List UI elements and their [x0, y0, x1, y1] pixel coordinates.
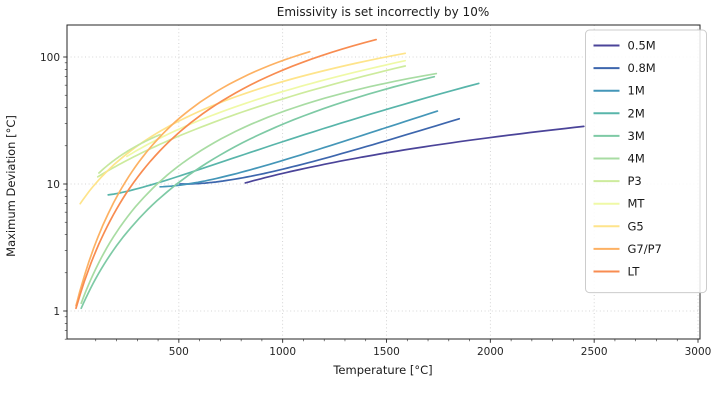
series-line-P3 — [96, 65, 407, 178]
legend-label-MT: MT — [628, 197, 646, 211]
legend-label-LT: LT — [628, 265, 641, 279]
series-line-2M — [107, 82, 480, 196]
legend-label-P3: P3 — [628, 174, 642, 188]
series-line-0.8M — [179, 117, 461, 185]
x-tick-label: 1500 — [373, 346, 400, 358]
x-axis-label: Temperature [°C] — [332, 363, 432, 377]
legend-label-4M: 4M — [628, 152, 645, 166]
series-line-3M — [80, 75, 436, 310]
series-line-0.5M — [244, 125, 585, 184]
x-tick-label: 3000 — [685, 346, 712, 358]
y-tick-label: 10 — [47, 179, 60, 191]
legend-label-G7/P7: G7/P7 — [628, 242, 662, 256]
series-line-4M — [80, 72, 438, 305]
series-line-1M — [159, 110, 439, 188]
legend: 0.5M 0.8M 1M 2M 3M 4M P3 MT G5 G7/P7 LT — [585, 29, 707, 294]
series-line-extra-segment — [98, 133, 161, 174]
series-line-G7/P7 — [75, 50, 311, 307]
y-tick-label: 1 — [53, 306, 60, 318]
x-tick-label: 1000 — [269, 346, 296, 358]
series-line-LT — [75, 38, 377, 310]
legend-label-0.5M: 0.5M — [628, 39, 656, 53]
y-tick-label: 100 — [40, 52, 60, 64]
legend-label-0.8M: 0.8M — [628, 61, 656, 75]
series-line-MT — [126, 59, 407, 158]
x-tick-label: 2000 — [477, 346, 504, 358]
legend-label-1M: 1M — [628, 84, 645, 98]
legend-label-2M: 2M — [628, 106, 645, 120]
curves-layer — [75, 38, 585, 310]
y-axis-label: Maximum Deviation [°C] — [4, 115, 18, 257]
legend-label-3M: 3M — [628, 129, 645, 143]
legend-label-G5: G5 — [628, 219, 644, 233]
x-tick-label: 2500 — [581, 346, 608, 358]
chart-title: Emissivity is set incorrectly by 10% — [277, 5, 489, 19]
x-tick-label: 500 — [169, 346, 189, 358]
